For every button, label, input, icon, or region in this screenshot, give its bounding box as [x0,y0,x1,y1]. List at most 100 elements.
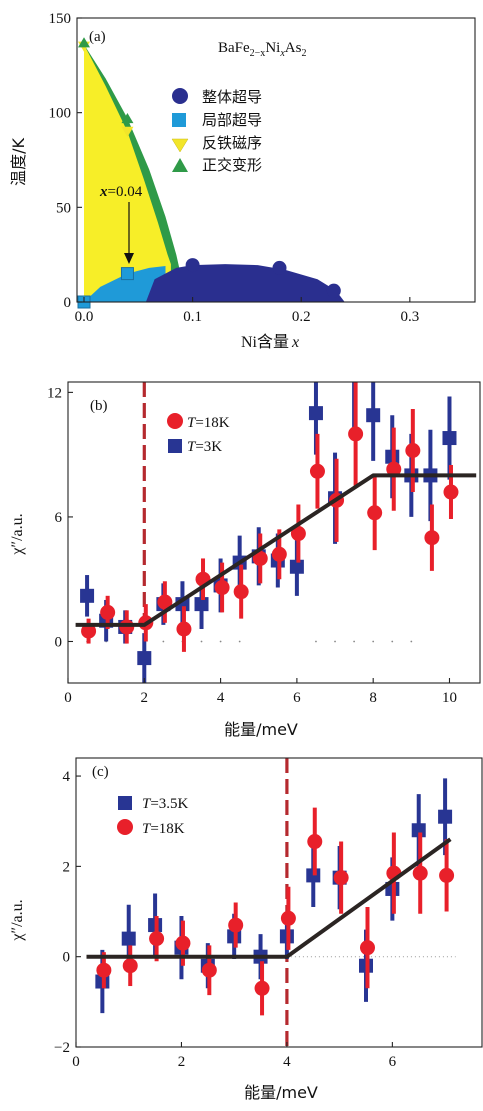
data-point-circle [412,865,428,881]
baseline-dot [372,640,375,643]
data-point-circle [122,958,138,974]
baseline-dot [200,640,203,643]
legend-label-3k: T=3K [187,439,222,455]
y-tick-label-b: 12 [47,385,62,401]
data-point-triangle-down [121,126,134,137]
legend-marker-18k-c [117,819,133,835]
data-point-circle [185,258,200,273]
data-point-circle [271,546,287,562]
data-point-circle [176,621,192,637]
y-tick-label-b: 0 [55,634,63,650]
x-axis-label-a: Ni含量 x [241,333,299,351]
spin-data-points-c [95,778,455,1016]
x-tick-label-c: 6 [389,1054,397,1070]
axes-b: 0 2 4 6 8 10 0 6 12 [47,381,481,706]
data-point-circle [96,962,112,978]
legend-label-filamentary-sc: 局部超导 [202,111,262,129]
data-point-circle [333,870,349,886]
legend-marker-35k [118,796,132,810]
filamentary-sc-region [84,266,166,302]
legend-c: T=3.5K T=18K [117,796,189,837]
baseline-dot [334,640,336,643]
data-point-circle [348,426,364,442]
spin-data-points-b [80,382,459,683]
y-tick-label-a: 0 [64,295,72,311]
legend-marker-18k [167,413,183,429]
x-tick-label-b: 10 [442,690,457,706]
legend-marker-orthorhombic [172,158,188,172]
x-tick-label-c: 2 [178,1054,186,1070]
data-point-circle [100,604,116,620]
data-point-triangle-up [121,112,134,124]
x-tick-label-b: 8 [369,690,377,706]
data-point-circle [228,917,244,933]
plot-frame-b [67,381,481,684]
legend-label-orthorhombic: 正交变形 [202,156,262,174]
data-point-circle [309,463,325,479]
data-point-square [289,559,304,574]
data-point-circle [360,940,375,956]
data-point-circle [307,834,323,850]
data-point-circle [149,931,165,947]
phase-regions [84,44,345,302]
y-tick-label-a: 150 [49,11,72,27]
x-tick-label-b: 4 [217,690,225,706]
annotation-text: x=0.04 [99,184,143,200]
data-point-circle [81,623,97,639]
data-point-square [442,431,457,446]
data-point-square [80,588,95,603]
data-point-circle [214,580,230,596]
data-point-triangle-up [78,37,90,48]
fit-polyline [75,473,477,627]
data-point-circle [233,584,249,600]
legend-label-bulk-sc: 整体超导 [202,88,262,106]
x-tick-label-b: 2 [141,690,149,706]
legend-marker-bulk-sc [172,88,188,104]
x-tick-label-b: 6 [293,690,301,706]
x-tick-label-b: 0 [64,690,72,706]
legend-a: 整体超导 局部超导 反铁磁序 正交变形 [171,88,262,174]
y-axis-label-c: χ″/a.u. [9,899,26,941]
data-point-circle [252,550,268,566]
data-point-circle [119,619,135,635]
legend-b: T=18K T=3K [167,413,230,455]
data-point-square [308,406,323,421]
data-point-square [121,931,136,946]
data-point-circle [326,283,341,298]
x-tick-label-a: 0.0 [75,309,94,325]
data-point-square [120,267,134,281]
panel-b: 0 2 4 6 8 10 0 6 12 (b) T=18K T=3K 能量/meV χ″/a.u… [9,381,481,739]
plot-frame-c [75,757,483,1048]
fit-line-c [86,837,452,959]
legend-label-35k: T=3.5K [142,796,189,812]
panel-label-b: (b) [90,398,108,414]
annotation-arrowhead [124,253,134,264]
panel-label-c: (c) [92,764,109,780]
x004-annotation: x=0.04 [99,184,143,264]
y-axis-label-b: χ″/a.u. [9,513,26,555]
baseline-dot [410,640,413,643]
data-point-square [194,597,209,612]
data-point-circle [157,594,173,610]
legend-marker-3k [168,439,182,453]
legend-label-18k-c: T=18K [142,821,185,837]
x-tick-label-c: 4 [283,1054,291,1070]
onset-dashed-line-b [86,382,413,683]
y-tick-label-c: −2 [54,1040,70,1056]
afm-region [84,44,171,302]
legend-label-18k: T=18K [187,415,230,431]
x-axis-label-c: 能量/meV [244,1083,318,1102]
x-tick-label-a: 0.3 [400,309,419,325]
legend-marker-filamentary-sc [172,113,186,127]
compound-title: BaFe2−xNixAs2 [218,40,306,59]
legend-marker-afm [171,138,189,153]
baseline-dot [238,640,241,643]
plot-frame-a [76,17,476,303]
bulk-sc-dome [145,264,345,302]
y-tick-label-c: 2 [63,859,71,875]
data-point-circle [272,260,287,275]
baseline-dot [391,640,394,643]
